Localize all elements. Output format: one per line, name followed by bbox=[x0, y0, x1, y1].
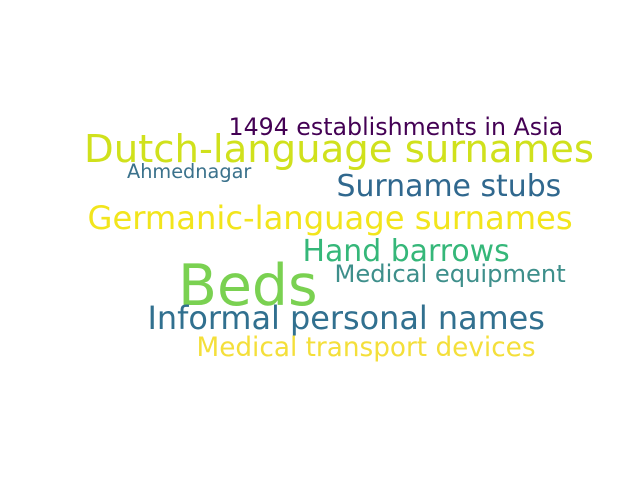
word-dutch-language-surnames: Dutch-language surnames bbox=[84, 126, 594, 172]
word-hand-barrows: Hand barrows bbox=[302, 234, 510, 269]
word-medical-transport-devices: Medical transport devices bbox=[196, 333, 536, 363]
word-germanic-language-surnames: Germanic-language surnames bbox=[87, 199, 573, 237]
word-medical-equipment: Medical equipment bbox=[334, 260, 566, 288]
word-1494-establishments-in-asia: 1494 establishments in Asia bbox=[228, 113, 564, 141]
word-informal-personal-names: Informal personal names bbox=[147, 299, 545, 337]
word-ahmednagar: Ahmednagar bbox=[127, 159, 252, 183]
word-beds: Beds bbox=[178, 252, 318, 319]
word-surname-stubs: Surname stubs bbox=[336, 169, 562, 204]
